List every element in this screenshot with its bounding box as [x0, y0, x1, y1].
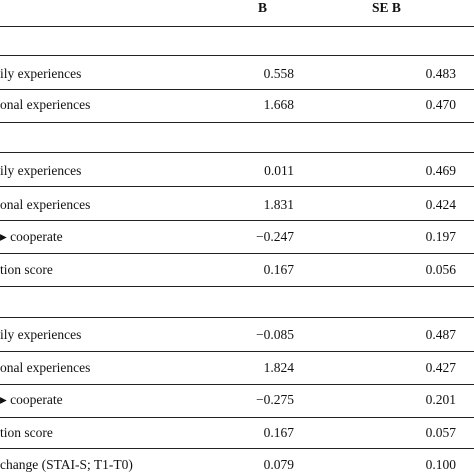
row-label: change (STAI-S; T1-T0): [0, 457, 133, 472]
row-b-value: 1.831: [263, 197, 294, 212]
row-label: onal experiences: [0, 360, 91, 375]
block-3-rule: [0, 317, 474, 318]
row-se-value: 0.470: [425, 97, 456, 112]
row-b-value: −0.247: [256, 229, 294, 244]
block-end-rule: [0, 122, 474, 123]
row-label: tion score: [0, 425, 53, 440]
row-label: tion score: [0, 262, 53, 277]
header-b: B: [258, 0, 268, 15]
row-b-value: 0.011: [264, 163, 294, 178]
row-se-value: 0.201: [425, 392, 456, 407]
row-se-value: 0.197: [425, 229, 456, 244]
block-end-rule: [0, 286, 474, 287]
row-se-value: 0.483: [425, 66, 456, 81]
row-rule: [0, 448, 474, 449]
header-se-b: SE B: [372, 0, 401, 15]
row-label: onal experiences: [0, 97, 91, 112]
block-1-rule: [0, 55, 474, 56]
row-rule: [0, 89, 474, 90]
block-2-rule: [0, 152, 474, 153]
row-rule: [0, 253, 474, 254]
row-label: ily experiences: [0, 327, 82, 342]
row-se-value: 0.427: [425, 360, 456, 375]
row-b-value: 0.558: [263, 66, 294, 81]
row-rule: [0, 384, 474, 385]
row-se-value: 0.469: [425, 163, 456, 178]
row-b-value: 1.668: [263, 97, 294, 112]
row-b-value: −0.085: [256, 327, 294, 342]
row-se-value: 0.100: [425, 457, 456, 472]
row-label: ▸ cooperate: [0, 229, 63, 244]
row-label: ily experiences: [0, 163, 82, 178]
row-se-value: 0.057: [425, 425, 456, 440]
row-b-value: −0.275: [256, 392, 294, 407]
row-se-value: 0.424: [425, 197, 456, 212]
row-label: ▸ cooperate: [0, 392, 63, 407]
row-b-value: 0.079: [263, 457, 294, 472]
header-rule: [0, 26, 474, 27]
row-rule: [0, 186, 474, 187]
row-rule: [0, 220, 474, 221]
row-rule: [0, 351, 474, 352]
row-se-value: 0.487: [425, 327, 456, 342]
row-b-value: 0.167: [263, 262, 294, 277]
row-label: onal experiences: [0, 197, 91, 212]
row-b-value: 0.167: [263, 425, 294, 440]
row-b-value: 1.824: [263, 360, 294, 375]
row-se-value: 0.056: [425, 262, 456, 277]
row-label: ily experiences: [0, 66, 82, 81]
row-rule: [0, 417, 474, 418]
